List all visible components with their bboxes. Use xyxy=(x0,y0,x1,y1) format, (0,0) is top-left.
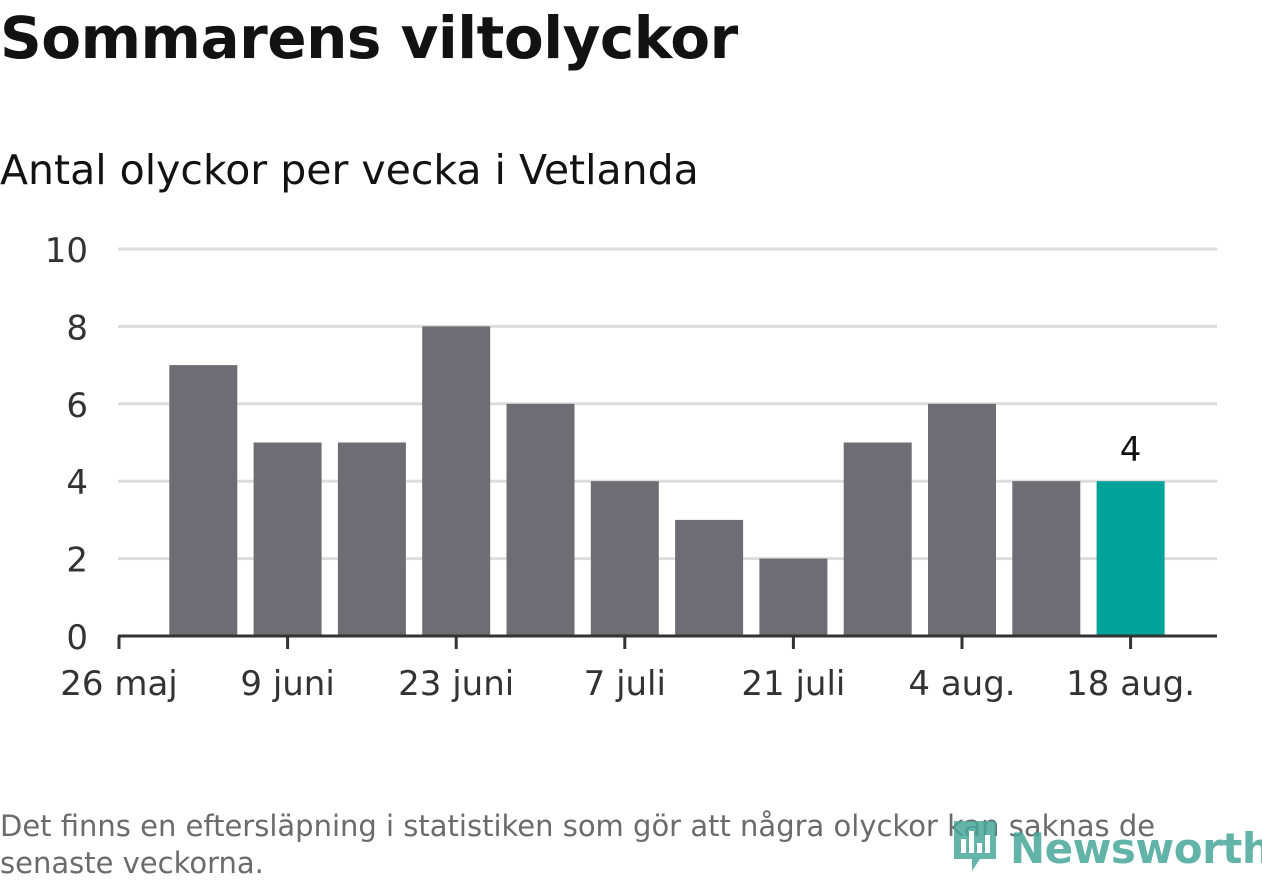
bar xyxy=(590,481,659,636)
y-tick-label: 2 xyxy=(66,541,88,581)
x-tick-label: 9 juni xyxy=(240,664,334,704)
bar xyxy=(169,365,238,636)
bar xyxy=(759,558,828,636)
bar xyxy=(1012,481,1081,636)
x-tick-label: 26 maj xyxy=(60,664,177,704)
x-tick-label: 4 aug. xyxy=(908,664,1015,704)
x-axis xyxy=(117,634,1217,649)
bars xyxy=(169,326,1165,636)
brand-logo: Newsworthy xyxy=(950,818,1262,878)
x-tick-label: 18 aug. xyxy=(1066,664,1195,704)
x-tick-label: 21 juli xyxy=(741,664,845,704)
bar xyxy=(675,519,744,636)
y-tick-label: 10 xyxy=(45,231,88,271)
brand-name: Newsworthy xyxy=(1010,823,1262,873)
y-tick-label: 0 xyxy=(66,618,88,658)
bar xyxy=(843,442,912,636)
x-tick-label: 7 juli xyxy=(584,664,666,704)
chart-title: Sommarens viltolyckor xyxy=(0,4,738,72)
bar-chart: 0 2 4 6 8 10 26 maj 9 juni 23 juni 7 juli 21 juli… xyxy=(45,231,1217,704)
bar xyxy=(337,442,406,636)
x-axis-labels: 26 maj 9 juni 23 juni 7 juli 21 juli 4 aug. 18… xyxy=(60,664,1195,704)
bar xyxy=(506,403,575,636)
y-axis-labels: 0 2 4 6 8 10 xyxy=(45,231,88,658)
y-tick-label: 4 xyxy=(66,463,88,503)
bar xyxy=(1096,481,1165,636)
data-labels: 4 xyxy=(1120,430,1142,470)
y-tick-label: 6 xyxy=(66,386,88,426)
y-tick-label: 8 xyxy=(66,308,88,348)
data-label: 4 xyxy=(1120,430,1142,470)
bar xyxy=(928,403,996,636)
x-tick-label: 23 juni xyxy=(398,664,514,704)
chart-subtitle: Antal olyckor per vecka i Vetlanda xyxy=(0,146,699,194)
bar xyxy=(253,442,322,636)
newsworthy-logo-icon xyxy=(950,817,1000,879)
bar xyxy=(422,326,491,636)
